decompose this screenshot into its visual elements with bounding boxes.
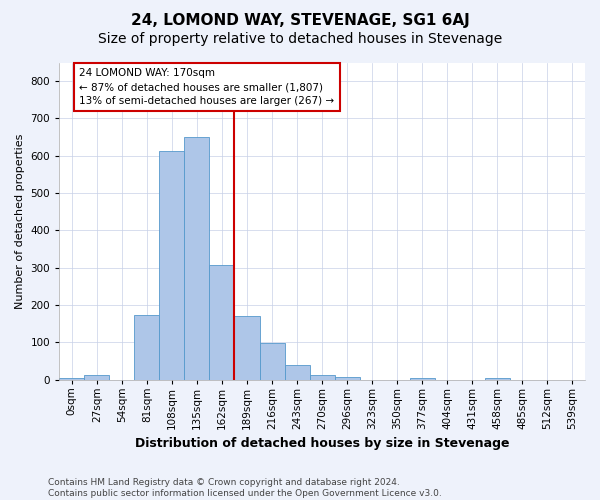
Bar (59, 378, 84, 380)
Text: Size of property relative to detached houses in Stevenage: Size of property relative to detached ho… (98, 32, 502, 46)
Y-axis label: Number of detached properties: Number of detached properties (15, 134, 25, 308)
Text: 24, LOMOND WAY, STEVENAGE, SG1 6AJ: 24, LOMOND WAY, STEVENAGE, SG1 6AJ (131, 12, 469, 28)
X-axis label: Distribution of detached houses by size in Stevenage: Distribution of detached houses by size … (135, 437, 509, 450)
Bar (485, 378, 510, 380)
Bar (235, 316, 260, 380)
Bar (184, 137, 209, 380)
Bar (335, 377, 359, 380)
Bar (310, 374, 335, 380)
Bar (284, 366, 310, 380)
Bar (260, 343, 284, 380)
Bar (160, 152, 184, 380)
Bar (410, 378, 435, 380)
Bar (209, 265, 235, 380)
Bar (84, 374, 109, 380)
Text: 24 LOMOND WAY: 170sqm
← 87% of detached houses are smaller (1,807)
13% of semi-d: 24 LOMOND WAY: 170sqm ← 87% of detached … (79, 68, 334, 106)
Text: Contains HM Land Registry data © Crown copyright and database right 2024.
Contai: Contains HM Land Registry data © Crown c… (48, 478, 442, 498)
Bar (134, 315, 160, 380)
